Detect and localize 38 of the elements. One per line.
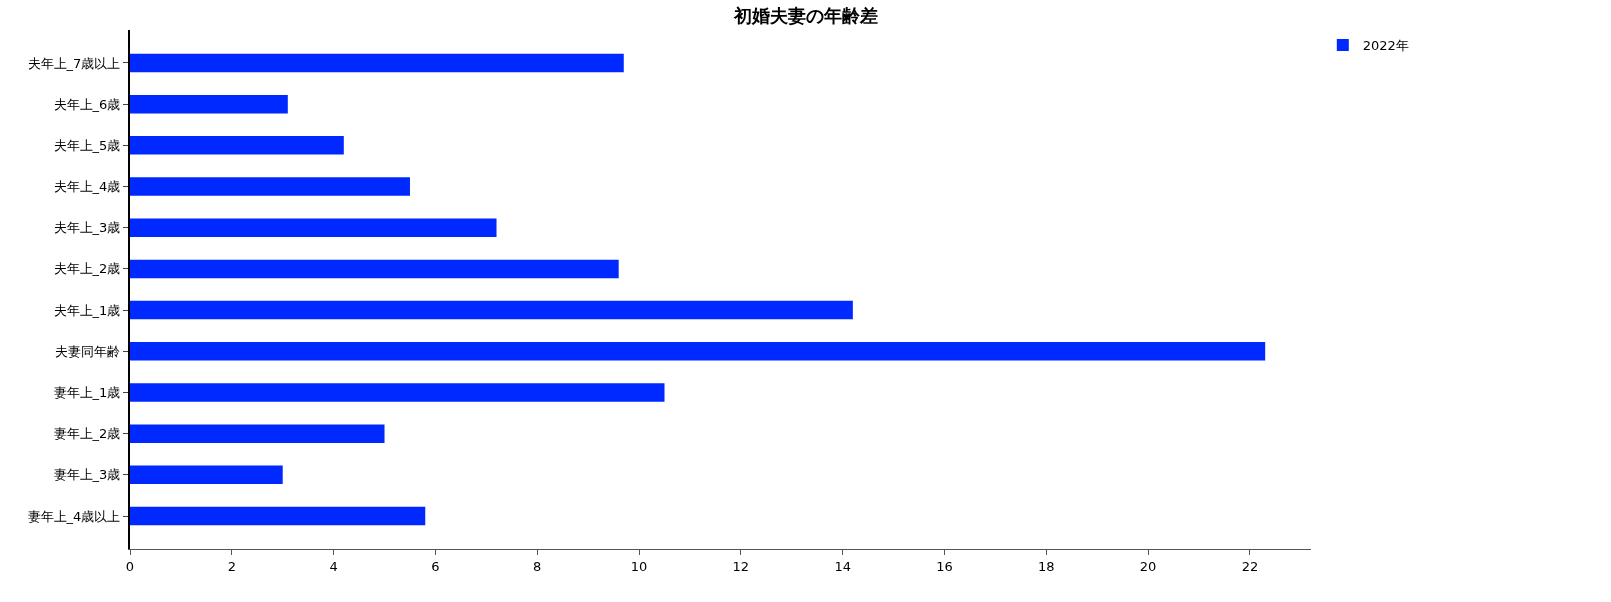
x-tick-label: 6 [431, 558, 440, 574]
y-tick-label: 夫年上_3歳 [53, 220, 121, 236]
x-tick-label: 20 [1139, 558, 1157, 574]
y-tick-label: 夫年上_6歳 [53, 96, 121, 112]
x-tick-label: 4 [329, 558, 338, 574]
y-tick-label: 夫年上_7歳以上 [27, 55, 121, 71]
x-tick-label: 22 [1241, 558, 1259, 574]
bar [130, 383, 665, 402]
chart-title: 初婚夫妻の年齢差 [732, 4, 878, 26]
y-tick-label: 妻年上_2歳 [53, 426, 121, 442]
bar [130, 342, 1266, 361]
y-tick-label: 妻年上_3歳 [53, 467, 121, 483]
bar [130, 259, 619, 279]
y-tick-label: 妻年上_1歳 [53, 385, 121, 401]
y-tick-label: 妻年上_4歳以上 [27, 508, 121, 524]
bar [130, 424, 385, 443]
x-tick-label: 8 [533, 558, 542, 574]
y-tick-label: 夫年上_2歳 [53, 261, 121, 277]
bar [130, 506, 426, 526]
x-tick-label: 18 [1038, 558, 1055, 574]
x-tick-label: 14 [834, 558, 851, 574]
legend-label: 2022年 [1362, 38, 1409, 54]
x-tick-label: 0 [125, 558, 135, 574]
bar [130, 465, 283, 485]
bar [130, 177, 410, 196]
x-tick-label: 16 [936, 558, 953, 574]
x-tick-label: 2 [227, 558, 236, 574]
bar [130, 218, 497, 237]
x-tick-label: 12 [732, 558, 750, 574]
y-tick-label: 夫年上_4歳 [53, 179, 121, 195]
y-tick-label: 夫妻同年齢 [55, 343, 121, 359]
y-tick-label: 夫年上_1歳 [53, 302, 121, 318]
bar [130, 53, 624, 73]
bar [130, 300, 853, 320]
bar [130, 136, 344, 155]
y-tick-label: 夫年上_5歳 [53, 137, 121, 153]
bar [130, 94, 288, 114]
x-tick-label: 10 [630, 558, 648, 574]
